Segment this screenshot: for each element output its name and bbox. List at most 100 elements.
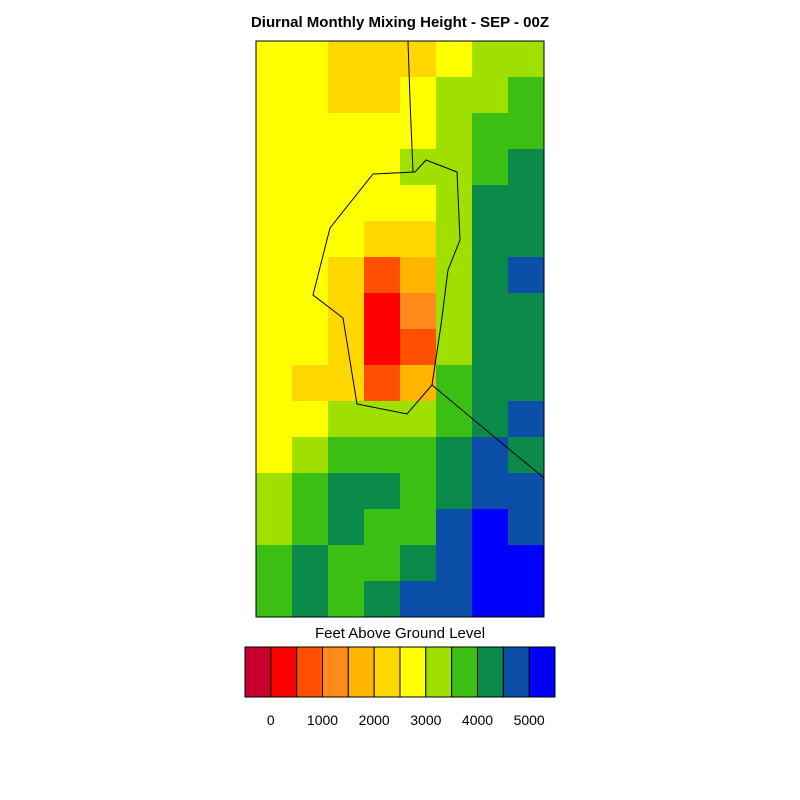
field-cell [400, 473, 437, 510]
border-line-north [407, 41, 414, 173]
colorbar-swatch [296, 646, 324, 698]
field-cell [364, 257, 401, 294]
field-cell [364, 473, 401, 510]
field-cell [292, 401, 329, 438]
contour-field [256, 41, 544, 617]
field-cell [256, 149, 293, 186]
colorbar-tick-label: 1000 [307, 712, 338, 728]
field-cell [472, 473, 509, 510]
state-borders [312, 41, 544, 479]
field-cell [436, 185, 473, 222]
field-cell [472, 77, 509, 114]
field-cell [508, 581, 544, 617]
field-cell [436, 221, 473, 258]
field-cell [292, 77, 329, 114]
field-cell [508, 293, 544, 330]
border-outline-central [312, 159, 461, 415]
field-cell [436, 257, 473, 294]
field-cell [508, 509, 544, 546]
colorbar-swatch [477, 646, 504, 698]
field-cell [400, 221, 437, 258]
field-cell [436, 401, 473, 438]
colorbar-tick-label: 5000 [514, 712, 545, 728]
field-cell [292, 473, 329, 510]
field-cell [328, 365, 365, 402]
colorbar-label: Feet Above Ground Level [315, 625, 485, 642]
field-cell [256, 77, 293, 114]
field-cell [328, 437, 365, 474]
colorbar-swatch [322, 646, 349, 698]
field-cell [256, 437, 293, 474]
field-cell [328, 221, 365, 258]
field-cell [400, 509, 437, 546]
field-cell [436, 149, 473, 186]
colorbar-swatch [528, 646, 556, 698]
field-cell [472, 257, 509, 294]
field-cell [256, 185, 293, 222]
field-cell [436, 113, 473, 150]
field-cell [292, 149, 329, 186]
field-cell [256, 509, 293, 546]
colorbar [244, 646, 556, 698]
field-cell [328, 329, 365, 366]
field-cell [328, 77, 365, 114]
field-cell [400, 329, 437, 366]
field-cell [400, 365, 437, 402]
field-cell [508, 401, 544, 438]
field-cell [472, 293, 509, 330]
field-cell [400, 185, 437, 222]
field-cell [364, 185, 401, 222]
colorbar-tick-label: 2000 [359, 712, 390, 728]
field-cell [508, 149, 544, 186]
field-cell [436, 365, 473, 402]
field-cell [400, 149, 437, 186]
colorbar-swatch [244, 646, 272, 698]
field-cell [328, 473, 365, 510]
field-cell [472, 365, 509, 402]
field-cell [472, 581, 509, 617]
field-cell [256, 329, 293, 366]
colorbar-ticks: 0 1000 2000 3000 4000 5000 [267, 712, 545, 728]
field-cell [256, 113, 293, 150]
field-cell [508, 329, 544, 366]
field-cell [472, 185, 509, 222]
field-cell [256, 41, 293, 78]
field-cell [292, 365, 329, 402]
field-cell [400, 545, 437, 582]
field-cell [292, 221, 329, 258]
field-cell [292, 293, 329, 330]
field-cell [364, 545, 401, 582]
field-cell [436, 473, 473, 510]
field-cell [508, 221, 544, 258]
field-cell [472, 437, 509, 474]
field-cell [256, 473, 293, 510]
field-cell [292, 329, 329, 366]
field-cell [292, 113, 329, 150]
field-cell [256, 293, 293, 330]
field-cell [364, 365, 401, 402]
field-cell [292, 581, 329, 617]
colorbar-swatch [451, 646, 479, 698]
colorbar-swatch [373, 646, 401, 698]
field-cell [328, 41, 365, 78]
field-cell [328, 581, 365, 617]
field-cell [436, 509, 473, 546]
field-cell [436, 293, 473, 330]
field-cell [508, 113, 544, 150]
field-cell [292, 545, 329, 582]
colorbar-tick-label: 4000 [462, 712, 493, 728]
field-cell [400, 581, 437, 617]
colorbar-swatch [347, 646, 375, 698]
field-cell [508, 41, 544, 78]
field-cell [364, 221, 401, 258]
field-cell [364, 329, 401, 366]
field-cell [256, 221, 293, 258]
field-cell [328, 257, 365, 294]
field-cell [256, 401, 293, 438]
field-cell [436, 581, 473, 617]
field-cell [328, 401, 365, 438]
field-cell [400, 41, 437, 78]
field-cell [364, 293, 401, 330]
field-cell [256, 545, 293, 582]
